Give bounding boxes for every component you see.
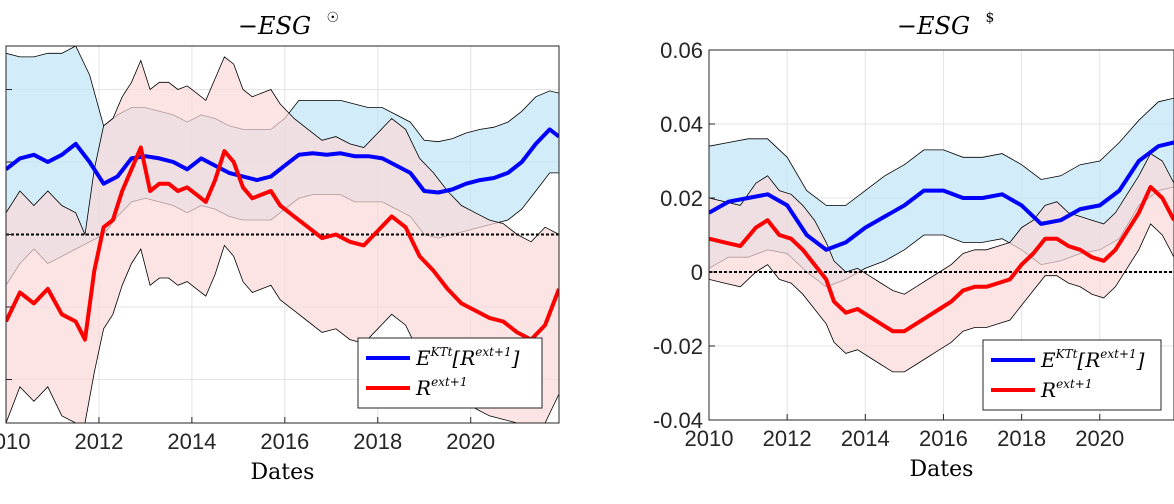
legend-label-part: E: [415, 346, 431, 370]
legend-label-expected: EKTt[Rext+1]: [1040, 347, 1145, 372]
legend: EKTt[Rext+1]Rext+1: [357, 337, 543, 409]
confidence-band-realized: [6, 56, 559, 423]
legend-label-part: t: [448, 345, 453, 359]
x-tick-label: 2014: [841, 426, 890, 451]
chart-panel-1: 201020122014201620182020-0.02-0.0100.010…: [0, 10, 560, 485]
legend-label-part: [R: [452, 346, 475, 370]
legend-label-part: ex: [1100, 347, 1114, 361]
x-tick-label: 2016: [260, 429, 309, 454]
x-tick-label: 2020: [1075, 426, 1124, 451]
series-line-realized: [6, 145, 559, 342]
plot-area: [709, 97, 1174, 373]
y-tick-label: -0.02: [653, 334, 703, 359]
y-tick-label: 0.04: [660, 112, 703, 137]
series-line-realized: [709, 184, 1174, 334]
legend-label-part: t+1: [1070, 377, 1093, 391]
legend-label-expected: EKTt[Rext+1]: [415, 345, 520, 370]
legend-label-part: t: [1073, 347, 1078, 361]
legend-label-part: R: [1040, 378, 1056, 402]
confidence-band-realized: [709, 153, 1174, 373]
y-tick-label: 0.06: [660, 38, 703, 63]
legend-label-part: t+1: [489, 345, 512, 359]
x-tick-label: 2010: [0, 429, 30, 454]
chart-title-superscript: ☉: [327, 10, 340, 26]
legend-label-part: KT: [430, 345, 449, 359]
x-axis-label: Dates: [910, 457, 974, 482]
x-tick-label: 2018: [353, 429, 402, 454]
x-axis-label: Dates: [251, 460, 315, 485]
legend-label-part: R: [415, 376, 431, 400]
chart-panel-2: 2010 2012 2014 2016 2018 2020 -0.04 -0.02 0 0.02 0…: [653, 10, 1174, 482]
legend-label-part: [R: [1077, 348, 1100, 372]
legend-label-part: t+1: [1114, 347, 1137, 361]
y-tick-label: -0.04: [653, 408, 703, 433]
x-tick-label: 2016: [919, 426, 968, 451]
plot-area: [6, 46, 559, 423]
series-line-expected: [6, 127, 559, 195]
legend-label-realized: Rext+1: [415, 375, 467, 400]
x-tick-label: 2010: [685, 426, 734, 451]
chart-title: −ESG: [897, 12, 970, 40]
legend-label-part: ex: [1056, 377, 1070, 391]
legend: EKTt[Rext+1]Rext+1: [982, 339, 1162, 411]
chart-title: −ESG: [238, 12, 311, 40]
legend-box: [357, 337, 543, 409]
legend-label-part: ]: [511, 346, 520, 370]
x-tick-label: 2018: [997, 426, 1046, 451]
legend-label-realized: Rext+1: [1040, 377, 1092, 402]
legend-label-part: ]: [1136, 348, 1145, 372]
series-line-expected: [709, 140, 1174, 252]
x-tick-label: 2012: [763, 426, 812, 451]
legend-label-part: ex: [475, 345, 489, 359]
axes-box: [708, 49, 1174, 421]
chart-title-superscript: $: [986, 10, 995, 26]
legend-label-part: E: [1040, 348, 1056, 372]
legend-label-part: t+1: [445, 375, 468, 389]
y-tick-label: 0.02: [660, 186, 703, 211]
x-tick-label: 2020: [446, 429, 495, 454]
legend-label-part: KT: [1055, 347, 1074, 361]
y-tick-label: 0: [691, 260, 703, 285]
legend-label-part: ex: [431, 375, 445, 389]
x-tick-label: 2012: [74, 429, 123, 454]
x-tick-label: 2014: [167, 429, 216, 454]
legend-box: [982, 339, 1162, 411]
